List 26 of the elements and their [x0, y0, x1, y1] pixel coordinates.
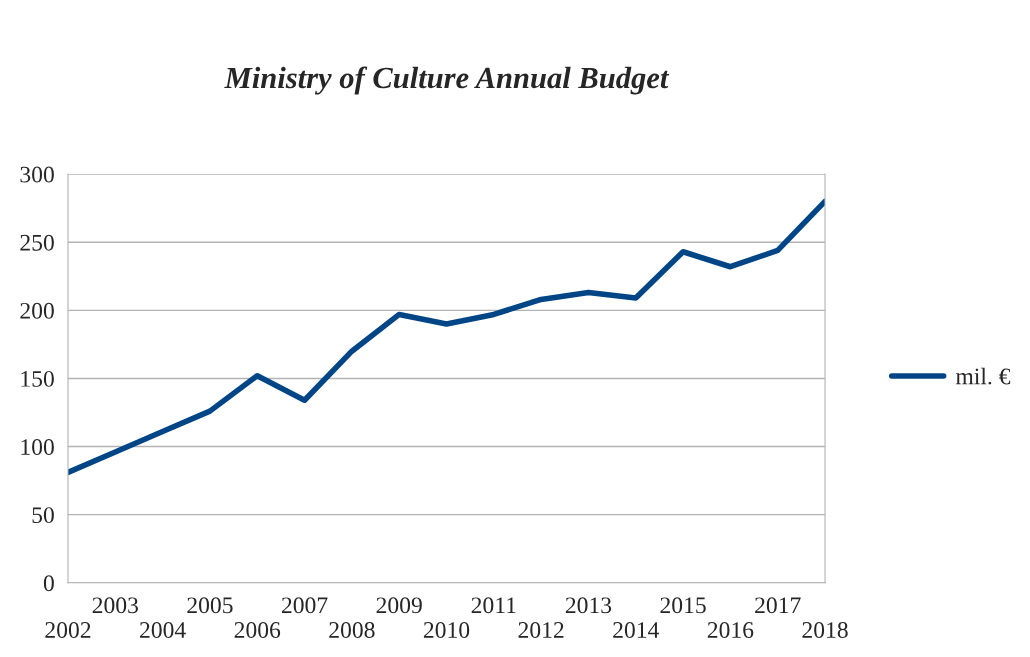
- y-tick-label: 250: [20, 234, 54, 251]
- x-tick-label: 2018: [802, 622, 848, 638]
- x-tick-label: 2016: [707, 622, 754, 638]
- x-tick-label: 2011: [471, 597, 516, 614]
- x-tick-label: 2008: [329, 622, 375, 638]
- x-tick-label: 2003: [92, 597, 138, 614]
- legend-label: mil. €: [955, 367, 1011, 385]
- y-tick-label: 100: [21, 439, 54, 455]
- x-tick-label: 2017: [755, 597, 801, 614]
- y-tick-label: 50: [32, 507, 54, 524]
- x-tick-label: 2004: [140, 622, 186, 638]
- x-tick-label: 2013: [565, 597, 612, 614]
- x-tick-label: 2002: [45, 622, 91, 638]
- chart-title: Ministry of Culture Annual Budget: [224, 66, 670, 95]
- x-tick-label: 2005: [187, 597, 233, 614]
- x-tick-label: 2014: [613, 622, 660, 638]
- x-tick-label: 2015: [660, 597, 706, 614]
- x-tick-label: 2012: [518, 622, 564, 638]
- x-tick-label: 2010: [423, 622, 470, 638]
- x-tick-label: 2006: [234, 622, 281, 638]
- y-tick-label: 300: [20, 166, 54, 183]
- y-tick-label: 0: [43, 575, 54, 592]
- y-tick-label: 150: [21, 370, 54, 387]
- x-tick-label: 2009: [376, 597, 422, 614]
- y-tick-label: 200: [20, 302, 54, 319]
- x-tick-label: 2007: [281, 597, 328, 614]
